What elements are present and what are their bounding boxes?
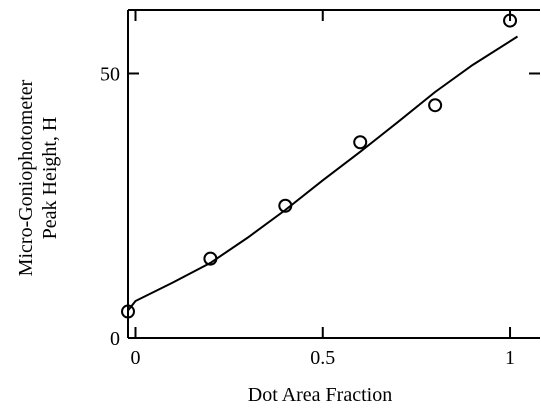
fit-line [127,35,519,312]
data-point [278,198,293,213]
data-point [503,13,518,28]
x-tick-label: 0.5 [310,347,335,369]
x-tick-label: 0 [130,347,140,369]
x-axis-title: Dot Area Fraction [248,384,392,406]
x-tick-label: 1 [505,347,515,369]
y-axis-title: Micro-Goniophotometer Peak Height, H [15,79,61,276]
tick-labels: 0 0.5 1 0 50 [100,63,515,369]
y-tick-label: 50 [100,63,120,85]
data-points [121,13,518,319]
y-axis-title-line: Micro-Goniophotometer [15,79,37,276]
data-point [203,251,218,266]
data-point [353,135,368,150]
data-point [121,304,135,319]
fit-line-group [127,35,519,312]
y-axis-title-line: Peak Height, H [39,117,61,240]
y-tick-label: 0 [110,328,120,350]
data-point [428,98,443,113]
axis-ticks [128,10,540,339]
plot-frame [127,9,540,339]
